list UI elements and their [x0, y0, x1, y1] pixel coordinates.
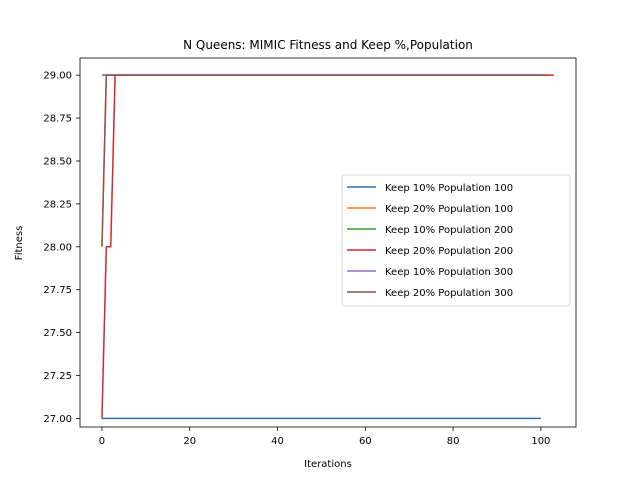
x-tick-label: 40 — [271, 436, 284, 447]
x-tick-label: 20 — [183, 436, 196, 447]
y-tick-label: 27.75 — [43, 285, 72, 296]
y-tick-label: 28.50 — [43, 156, 72, 167]
x-tick-label: 60 — [359, 436, 372, 447]
x-axis: 0 20 40 60 80 100 — [99, 427, 550, 447]
legend-label: Keep 20% Population 300 — [385, 288, 513, 299]
y-tick-label: 29.00 — [43, 71, 72, 82]
y-axis: 27.00 27.25 27.50 27.75 28.00 28.25 28.50 28.75… — [43, 71, 80, 425]
y-tick-label: 28.00 — [43, 242, 72, 253]
y-tick-label: 28.75 — [43, 114, 72, 125]
y-tick-label: 27.00 — [43, 414, 72, 425]
x-tick-label: 0 — [99, 436, 105, 447]
x-axis-label: Iterations — [304, 459, 352, 470]
y-tick-label: 27.50 — [43, 328, 72, 339]
x-tick-label: 80 — [447, 436, 460, 447]
legend-label: Keep 10% Population 200 — [385, 225, 513, 236]
legend-label: Keep 20% Population 100 — [385, 204, 513, 215]
axes-frame — [79, 57, 577, 428]
y-tick-label: 27.25 — [43, 371, 72, 382]
y-tick-label: 28.25 — [43, 199, 72, 210]
x-tick-label: 100 — [531, 436, 550, 447]
legend-label: Keep 10% Population 300 — [385, 267, 513, 278]
legend-label: Keep 10% Population 100 — [385, 183, 513, 194]
legend-label: Keep 20% Population 200 — [385, 246, 513, 257]
legend-box — [341, 174, 571, 307]
y-axis-label: Fitness — [14, 226, 25, 261]
chart-title: N Queens: MIMIC Fitness and Keep %,Popul… — [183, 38, 473, 52]
legend: Keep 10% Population 100 Keep 20% Populati… — [341, 174, 571, 307]
series-line-6 — [101, 74, 546, 247]
series-lines — [101, 74, 555, 420]
